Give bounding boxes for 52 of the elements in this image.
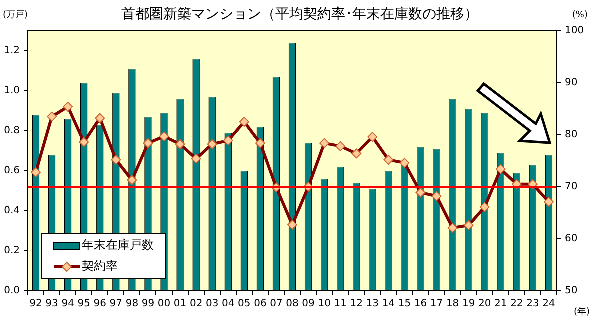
x-tick-label: 03 <box>206 298 219 310</box>
y-tick-label: 0.2 <box>4 246 20 257</box>
x-tick-label: 19 <box>462 298 476 310</box>
x-tick-label: 24 <box>542 298 556 310</box>
x-tick-label: 93 <box>46 298 58 310</box>
x-tick-label: 17 <box>430 298 444 310</box>
x-tick-label: 00 <box>158 298 171 310</box>
x-tick-label: 01 <box>174 298 187 310</box>
x-tick-label: 07 <box>270 298 283 310</box>
y-tick-label: 0.6 <box>4 166 20 177</box>
legend-label: 年末在庫戸数 <box>82 238 154 252</box>
x-tick-label: 08 <box>286 298 299 310</box>
x-tick-label: 98 <box>126 298 139 310</box>
x-tick-label: 11 <box>334 298 347 310</box>
legend-label: 契約率 <box>82 259 118 274</box>
x-tick-label: 02 <box>190 298 203 310</box>
x-tick-label: 22 <box>510 298 524 310</box>
x-tick-label: 04 <box>222 298 235 310</box>
y2-tick-label: 90 <box>565 78 578 89</box>
y-tick-label: 0.8 <box>4 126 20 137</box>
x-tick-label: 06 <box>254 298 267 310</box>
y2-tick-label: 60 <box>565 234 578 245</box>
x-tick-label: 92 <box>30 298 42 310</box>
y2-axis-title: (%) <box>572 10 588 20</box>
x-tick-label: 09 <box>302 298 315 310</box>
x-tick-label: 18 <box>446 298 460 310</box>
y-tick-label: 1.0 <box>4 86 20 97</box>
x-tick-label: 94 <box>62 298 74 310</box>
y-tick-label: 0.0 <box>4 286 20 297</box>
x-tick-label: 12 <box>350 298 363 310</box>
x-tick-label: 15 <box>398 298 412 310</box>
x-tick-label: 21 <box>494 298 508 310</box>
x-tick-label: 97 <box>110 298 123 310</box>
x-tick-label: 05 <box>238 298 251 310</box>
x-tick-label: 14 <box>382 298 396 310</box>
x-tick-label: 16 <box>414 298 428 310</box>
y2-tick-label: 50 <box>565 286 578 297</box>
x-axis-title: (年) <box>574 306 590 318</box>
x-tick-label: 95 <box>78 298 90 310</box>
y2-tick-label: 100 <box>565 26 584 37</box>
y2-tick-label: 80 <box>565 130 578 141</box>
y-tick-label: 1.2 <box>4 46 20 57</box>
x-tick-label: 99 <box>142 298 155 310</box>
chart-title: 首都圏新築マンション（平均契約率･年末在庫数の推移） <box>122 6 478 23</box>
x-tick-label: 10 <box>318 298 331 310</box>
x-tick-label: 20 <box>478 298 492 310</box>
x-tick-label: 13 <box>366 298 380 310</box>
y-axis-title: (万戸) <box>3 10 28 20</box>
x-tick-label: 96 <box>94 298 107 310</box>
y-tick-label: 0.4 <box>4 206 20 217</box>
y2-tick-label: 70 <box>565 182 578 193</box>
x-tick-label: 23 <box>526 298 540 310</box>
